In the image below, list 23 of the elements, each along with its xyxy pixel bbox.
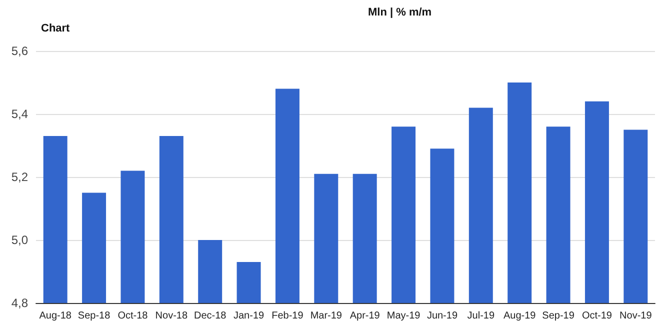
text: Mln | % m/m — [368, 6, 432, 18]
y-tick-label: 5,2 — [11, 170, 28, 184]
x-tick-label: Nov-19 — [620, 310, 652, 322]
y-tick-label: 5,4 — [11, 107, 28, 121]
x-tick-label: Mar-19 — [310, 310, 342, 322]
x-tick-label: May-19 — [386, 310, 421, 322]
x-tick-label: Apr-19 — [350, 310, 380, 322]
x-tick-label: Oct-19 — [582, 310, 612, 322]
x-tick-label: Nov-18 — [155, 310, 188, 322]
y-tick-label: 4,8 — [11, 296, 28, 310]
x-tick-label: Oct-18 — [118, 310, 148, 322]
x-tick-label: Aug-19 — [503, 310, 536, 322]
x-tick-label: Sep-18 — [78, 310, 111, 322]
x-tick-label: Aug-18 — [39, 310, 72, 322]
x-tick-label: Jul-19 — [467, 310, 495, 322]
y-tick-label: 5,0 — [11, 233, 28, 247]
x-tick-label: Jun-19 — [426, 310, 458, 322]
y-tick-label: 5,6 — [11, 44, 28, 58]
chart-title: Chart — [41, 22, 70, 34]
x-tick-label: Jan-19 — [233, 310, 265, 322]
x-tick-label: Dec-18 — [194, 310, 227, 322]
x-tick-label: Sep-19 — [542, 310, 575, 322]
x-tick-label: Feb-19 — [272, 310, 304, 322]
